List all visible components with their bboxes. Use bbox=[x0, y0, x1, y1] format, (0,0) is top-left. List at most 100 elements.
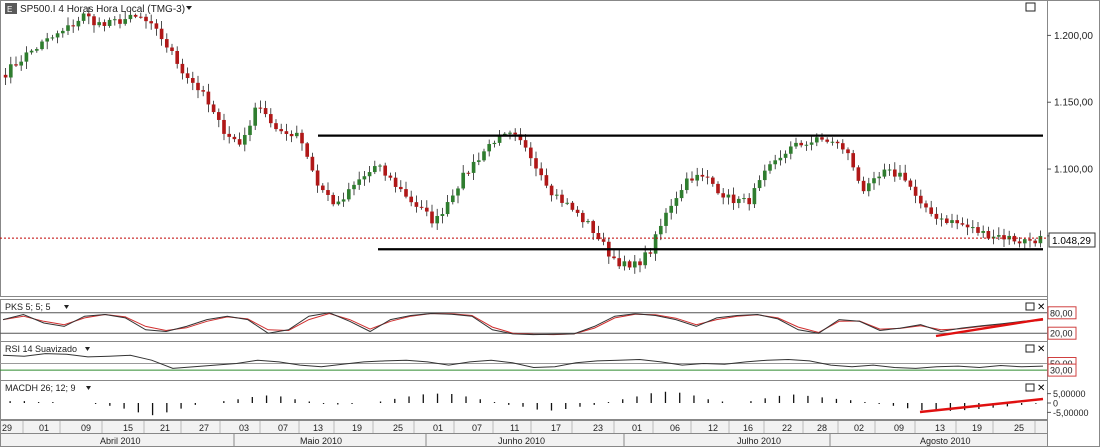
pks-maximize-icon[interactable] bbox=[1025, 302, 1035, 311]
candle-body bbox=[66, 25, 70, 31]
candle-body bbox=[450, 195, 455, 203]
xaxis-day-label: 22 bbox=[782, 423, 792, 433]
candle-body bbox=[929, 207, 934, 214]
candle-body bbox=[835, 141, 840, 144]
candle-body bbox=[502, 133, 507, 135]
candle-body bbox=[560, 194, 564, 203]
candle-body bbox=[544, 175, 549, 186]
candle-body bbox=[658, 225, 663, 235]
main-lines-layer bbox=[0, 134, 1047, 251]
xaxis-day-label: 13 bbox=[935, 423, 945, 433]
rsi-dropdown-icon[interactable] bbox=[85, 347, 90, 351]
main-panel-maximize-icon[interactable] bbox=[1025, 2, 1036, 12]
pks-close-icon[interactable]: ✕ bbox=[1037, 302, 1045, 313]
pks-panel-frame bbox=[0, 299, 1048, 342]
candle-body bbox=[274, 123, 278, 130]
candle-body bbox=[768, 164, 772, 171]
candle-body bbox=[684, 178, 689, 191]
pks-divergence-line bbox=[935, 317, 1044, 338]
xaxis-month-label: Maio 2010 bbox=[300, 436, 342, 446]
candle-body bbox=[877, 176, 882, 179]
rsi-panel-frame bbox=[0, 341, 1048, 381]
candle-body bbox=[908, 180, 913, 187]
last-price-box bbox=[1048, 232, 1096, 248]
candle-body bbox=[794, 142, 798, 147]
xaxis-month-label: Junho 2010 bbox=[498, 436, 545, 446]
candle-body bbox=[268, 114, 273, 124]
pks-layer: 80,00 20,00 bbox=[0, 306, 1077, 340]
candle-body bbox=[736, 198, 741, 204]
candle-body bbox=[1028, 239, 1032, 241]
instrument-icon-glyph: E bbox=[7, 5, 12, 14]
rsi-line bbox=[2, 353, 1044, 369]
candle-body bbox=[773, 160, 778, 165]
candle-body bbox=[497, 134, 502, 143]
candle-body bbox=[549, 185, 554, 196]
candle-body bbox=[731, 194, 736, 204]
candle-body bbox=[747, 198, 752, 205]
candle-body bbox=[809, 142, 814, 145]
macd-dropdown-icon[interactable] bbox=[86, 386, 91, 390]
candle-body bbox=[50, 37, 55, 39]
candle-body bbox=[752, 188, 757, 205]
candle-body bbox=[419, 206, 424, 208]
xaxis-labels: 29 01 09 15 21 27 03 07 13 19 25 01 07 11 17 23 01 06 12 16… bbox=[2, 421, 1036, 447]
candle-body bbox=[705, 176, 710, 178]
candle-body bbox=[726, 194, 731, 198]
candle-body bbox=[180, 63, 185, 74]
candle-body bbox=[414, 202, 419, 207]
candle-body bbox=[1002, 235, 1006, 240]
candle-body bbox=[632, 261, 637, 268]
candle-body bbox=[24, 52, 29, 62]
candle-body bbox=[700, 174, 705, 177]
candle-body bbox=[471, 161, 476, 173]
candle-body bbox=[965, 224, 970, 228]
candle-body bbox=[970, 227, 975, 229]
macd-tick-label: -5,00000 bbox=[1053, 408, 1089, 418]
candle-body bbox=[523, 140, 528, 148]
macd-maximize-icon[interactable] bbox=[1025, 383, 1035, 392]
candle-body bbox=[196, 82, 200, 91]
xaxis-day-label: 29 bbox=[2, 423, 12, 433]
candle-body bbox=[1007, 235, 1012, 240]
candle-body bbox=[346, 189, 351, 200]
candle-body bbox=[944, 218, 949, 223]
candle-body bbox=[981, 231, 986, 233]
candle-body bbox=[892, 169, 897, 177]
candle-body bbox=[409, 196, 414, 203]
pks-dropdown-icon[interactable] bbox=[64, 305, 69, 309]
candle-body bbox=[466, 172, 471, 174]
candle-body bbox=[201, 90, 206, 92]
candle-body bbox=[851, 153, 856, 168]
candle-body bbox=[955, 220, 960, 224]
candle-body bbox=[627, 261, 632, 268]
xaxis-day-label: 02 bbox=[854, 423, 864, 433]
candle-body bbox=[190, 78, 195, 83]
rsi-maximize-icon[interactable] bbox=[1025, 344, 1035, 353]
candle-body bbox=[856, 167, 861, 181]
candle-body bbox=[690, 178, 694, 181]
yaxis-tick-label: 1.150,00 bbox=[1054, 98, 1093, 109]
candle-body bbox=[580, 212, 585, 223]
main-title-dropdown-icon[interactable] bbox=[186, 6, 192, 10]
candle-body bbox=[913, 186, 918, 196]
macd-panel-title: MACDH 26; 12; 9 bbox=[5, 383, 76, 393]
candle-body bbox=[86, 13, 91, 17]
candle-body bbox=[341, 199, 346, 202]
candle-body bbox=[222, 119, 226, 134]
candle-body bbox=[112, 19, 117, 21]
xaxis-day-label: 16 bbox=[743, 423, 753, 433]
candle-body bbox=[315, 170, 320, 186]
candle-body bbox=[695, 174, 700, 181]
xaxis-day-label: 19 bbox=[352, 423, 362, 433]
xaxis-day-label: 19 bbox=[972, 423, 982, 433]
rsi-close-icon[interactable]: ✕ bbox=[1037, 344, 1045, 355]
candle-body bbox=[232, 136, 237, 140]
candle-body bbox=[388, 175, 393, 178]
candle-body bbox=[60, 30, 65, 34]
xaxis-day-label: 01 bbox=[433, 423, 443, 433]
candle-body bbox=[242, 134, 247, 145]
macd-close-icon[interactable]: ✕ bbox=[1037, 383, 1045, 394]
candle-body bbox=[783, 153, 788, 158]
